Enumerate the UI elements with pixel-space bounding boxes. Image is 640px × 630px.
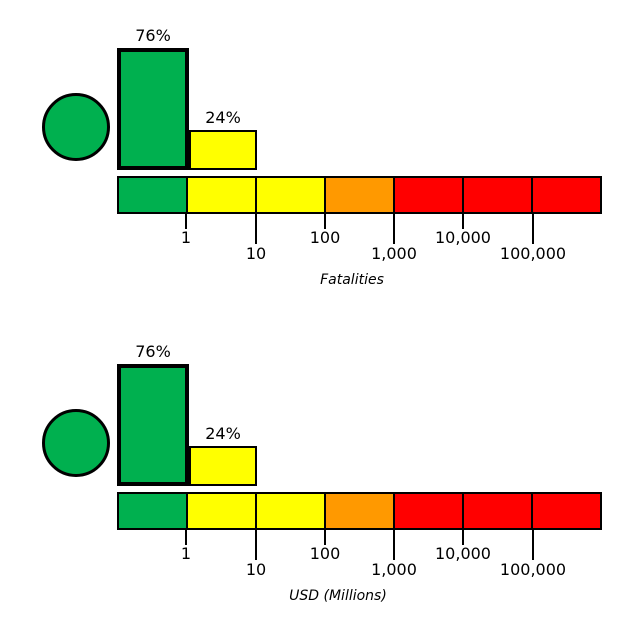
alert-level-circle-icon xyxy=(42,93,110,161)
probability-bar-green xyxy=(117,364,189,486)
axis-tick-10 xyxy=(255,214,257,244)
axis-tick-label: 10,000 xyxy=(435,544,491,563)
probability-bar-green xyxy=(117,48,189,170)
scale-segment xyxy=(464,178,533,212)
axis-tick-label: 100,000 xyxy=(499,244,567,263)
scale-segment xyxy=(326,178,395,212)
bar-value-label: 76% xyxy=(135,26,171,45)
axis-tick-label: 1,000 xyxy=(371,560,417,579)
axis-tick-100 xyxy=(324,530,326,545)
axis-tick-1000 xyxy=(393,214,395,244)
axis-label-usd-millions: USD (Millions) xyxy=(289,588,387,604)
scale-segment xyxy=(533,494,600,528)
axis-tick-100000 xyxy=(532,530,534,560)
axis-tick-100 xyxy=(324,214,326,229)
axis-tick-label: 1 xyxy=(180,228,192,247)
axis-tick-label: 10 xyxy=(245,560,267,579)
bar-value-label: 76% xyxy=(135,342,171,361)
scale-segment xyxy=(119,178,188,212)
color-scale-bar xyxy=(117,176,602,214)
alert-level-circle-icon xyxy=(42,409,110,477)
bar-value-label: 24% xyxy=(205,424,241,443)
panel-fatalities: 76% 24% 1 10 100 1,000 10,000 100,000 Fa… xyxy=(42,26,602,288)
axis-tick-label: 1,000 xyxy=(371,244,417,263)
axis-tick-label: 100,000 xyxy=(499,560,567,579)
scale-segment xyxy=(395,178,464,212)
axis-label-fatalities: Fatalities xyxy=(320,272,384,288)
axis-tick-label: 10,000 xyxy=(435,228,491,247)
axis-tick-1000 xyxy=(393,530,395,560)
axis-tick-label: 1 xyxy=(180,544,192,563)
axis-tick-1 xyxy=(185,530,187,545)
axis-tick-label: 10 xyxy=(245,244,267,263)
scale-segment xyxy=(257,494,326,528)
axis-tick-100000 xyxy=(532,214,534,244)
probability-bar-yellow xyxy=(189,130,257,170)
axis-tick-label: 100 xyxy=(309,544,341,563)
axis-tick-1 xyxy=(185,214,187,229)
scale-segment xyxy=(464,494,533,528)
axis-tick-label: 100 xyxy=(309,228,341,247)
probability-bar-yellow xyxy=(189,446,257,486)
axis-tick-10000 xyxy=(462,214,464,229)
axis-tick-10 xyxy=(255,530,257,560)
panel-economic-losses: 76% 24% 1 10 100 1,000 10,000 100,000 US… xyxy=(0,316,640,630)
scale-segment xyxy=(395,494,464,528)
scale-segment xyxy=(326,494,395,528)
color-scale-bar xyxy=(117,492,602,530)
scale-segment xyxy=(533,178,600,212)
bar-value-label: 24% xyxy=(205,108,241,127)
scale-segment xyxy=(188,178,257,212)
scale-segment xyxy=(119,494,188,528)
scale-segment xyxy=(188,494,257,528)
axis-tick-10000 xyxy=(462,530,464,545)
scale-segment xyxy=(257,178,326,212)
